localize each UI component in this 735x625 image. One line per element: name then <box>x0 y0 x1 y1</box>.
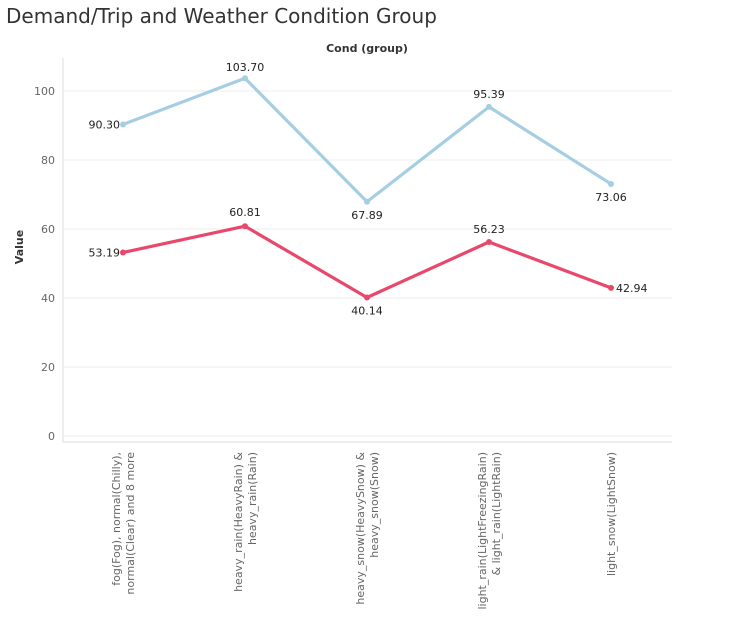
x-tick-labels: fog(Fog), normal(Chilly), normal(Clear) a… <box>110 452 618 610</box>
data-label: 73.06 <box>595 191 627 204</box>
series-line <box>121 224 613 300</box>
y-tick-label: 80 <box>41 154 55 167</box>
data-label: 53.19 <box>89 246 121 259</box>
x-tick-label: normal(Clear) and 8 more <box>124 452 137 595</box>
data-point[interactable] <box>608 180 614 187</box>
series-lines <box>120 75 614 301</box>
data-label: 56.23 <box>473 223 505 236</box>
data-label: 60.81 <box>229 206 261 219</box>
y-tick-labels: 0 20 40 60 80 100 <box>34 85 55 443</box>
y-tick-label: 60 <box>41 223 55 236</box>
axes <box>62 58 672 443</box>
data-label: 40.14 <box>351 305 383 318</box>
series-line <box>121 76 613 204</box>
data-point[interactable] <box>242 75 248 82</box>
data-label: 67.89 <box>351 209 383 222</box>
column-header-label: Cond (group) <box>326 42 408 55</box>
data-point[interactable] <box>120 249 126 256</box>
data-label: 42.94 <box>616 282 648 295</box>
x-tick-label: light_snow(LightSnow) <box>605 452 618 576</box>
x-tick-label: heavy_rain(Rain) <box>246 452 259 545</box>
x-tick-label: heavy_snow(HeavySnow) & <box>354 452 367 605</box>
gridlines <box>63 90 672 437</box>
chart-title: Demand/Trip and Weather Condition Group <box>6 4 437 28</box>
data-point[interactable] <box>486 239 492 246</box>
x-tick-label: light_rain(LightFreezingRain) <box>476 452 489 610</box>
data-point[interactable] <box>364 198 370 205</box>
data-point[interactable] <box>242 223 248 230</box>
data-label: 103.70 <box>226 61 265 74</box>
data-point[interactable] <box>364 294 370 301</box>
x-tick-label: fog(Fog), normal(Chilly), <box>110 452 123 586</box>
data-point[interactable] <box>120 121 126 128</box>
data-label: 90.30 <box>89 118 121 131</box>
x-tick-label: & light_rain(LightRain) <box>490 452 503 575</box>
y-axis-title: Value <box>13 230 26 264</box>
data-labels: 90.30 103.70 67.89 95.39 73.06 53.19 60.81 40.1… <box>89 61 648 317</box>
y-tick-label: 20 <box>41 361 55 374</box>
y-tick-label: 0 <box>48 430 55 443</box>
y-tick-label: 100 <box>34 85 55 98</box>
x-tick-label: heavy_rain(HeavyRain) & <box>232 452 245 592</box>
y-tick-label: 40 <box>41 292 55 305</box>
data-point[interactable] <box>486 103 492 110</box>
x-tick-label: heavy_snow(Snow) <box>368 452 381 558</box>
data-label: 95.39 <box>473 88 505 101</box>
data-point[interactable] <box>608 284 614 291</box>
